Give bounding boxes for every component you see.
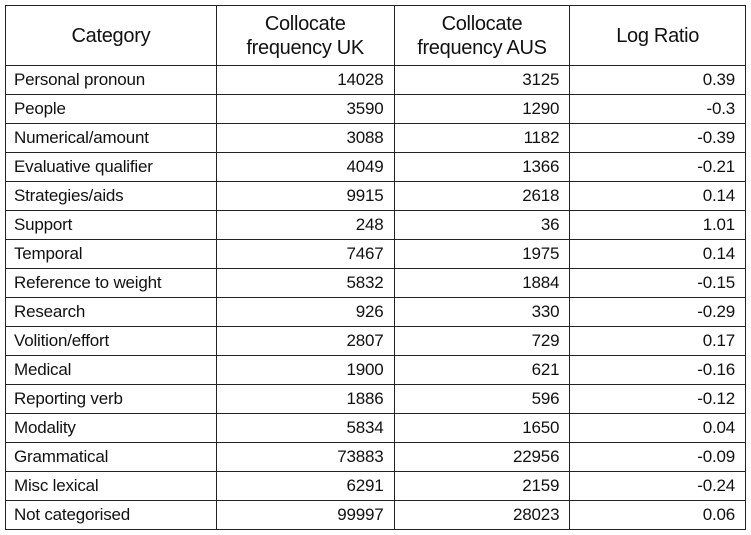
cell-frequency-uk: 5834 xyxy=(215,413,395,443)
table-row: Grammatical 73883 22956 -0.09 xyxy=(5,442,746,472)
cell-frequency-aus: 2618 xyxy=(393,181,571,211)
cell-frequency-uk: 7467 xyxy=(215,239,395,269)
table-row: Evaluative qualifier 4049 1366 -0.21 xyxy=(5,152,746,182)
cell-category: People xyxy=(5,94,217,124)
cell-frequency-uk: 4049 xyxy=(215,152,395,182)
cell-frequency-aus: 1975 xyxy=(393,239,571,269)
table-row: Not categorised 99997 28023 0.06 xyxy=(5,500,746,530)
cell-frequency-uk: 1886 xyxy=(215,384,395,414)
cell-category: Personal pronoun xyxy=(5,65,217,95)
cell-frequency-aus: 596 xyxy=(393,384,571,414)
cell-frequency-aus: 1366 xyxy=(393,152,571,182)
cell-log-ratio: -0.39 xyxy=(569,123,746,153)
table-row: Reference to weight 5832 1884 -0.15 xyxy=(5,268,746,298)
cell-category: Strategies/aids xyxy=(5,181,217,211)
table-row: Medical 1900 621 -0.16 xyxy=(5,355,746,385)
cell-frequency-uk: 73883 xyxy=(215,442,395,472)
cell-category: Medical xyxy=(5,355,217,385)
cell-category: Reference to weight xyxy=(5,268,217,298)
cell-frequency-aus: 1290 xyxy=(393,94,571,124)
header-log-ratio: Log Ratio xyxy=(569,5,746,66)
table-row: Temporal 7467 1975 0.14 xyxy=(5,239,746,269)
cell-frequency-aus: 28023 xyxy=(393,500,571,530)
cell-frequency-uk: 6291 xyxy=(215,471,395,501)
table-row: Numerical/amount 3088 1182 -0.39 xyxy=(5,123,746,153)
cell-log-ratio: -0.21 xyxy=(569,152,746,182)
table-row: Reporting verb 1886 596 -0.12 xyxy=(5,384,746,414)
cell-frequency-uk: 3590 xyxy=(215,94,395,124)
cell-frequency-uk: 3088 xyxy=(215,123,395,153)
cell-category: Grammatical xyxy=(5,442,217,472)
cell-log-ratio: 0.04 xyxy=(569,413,746,443)
collocate-table: Category Collocate frequency UK Collocate fr… xyxy=(5,5,746,530)
table-row: Personal pronoun 14028 3125 0.39 xyxy=(5,65,746,95)
cell-category: Temporal xyxy=(5,239,217,269)
cell-log-ratio: 0.14 xyxy=(569,181,746,211)
cell-category: Numerical/amount xyxy=(5,123,217,153)
cell-frequency-aus: 1884 xyxy=(393,268,571,298)
cell-category: Research xyxy=(5,297,217,327)
table-row: Volition/effort 2807 729 0.17 xyxy=(5,326,746,356)
header-text-line: Category xyxy=(71,24,151,47)
cell-frequency-uk: 14028 xyxy=(215,65,395,95)
cell-log-ratio: 0.06 xyxy=(569,500,746,530)
header-row: Category Collocate frequency UK Collocate fr… xyxy=(5,5,746,66)
cell-category: Modality xyxy=(5,413,217,443)
header-category: Category xyxy=(5,5,217,66)
cell-log-ratio: -0.24 xyxy=(569,471,746,501)
header-text-line: Collocate xyxy=(264,12,346,35)
cell-log-ratio: 0.39 xyxy=(569,65,746,95)
cell-frequency-aus: 1650 xyxy=(393,413,571,443)
cell-frequency-uk: 5832 xyxy=(215,268,395,298)
cell-log-ratio: 0.17 xyxy=(569,326,746,356)
table-row: Modality 5834 1650 0.04 xyxy=(5,413,746,443)
cell-category: Not categorised xyxy=(5,500,217,530)
header-frequency-aus: Collocate frequency AUS xyxy=(393,5,571,66)
table-row: Misc lexical 6291 2159 -0.24 xyxy=(5,471,746,501)
cell-log-ratio: -0.15 xyxy=(569,268,746,298)
cell-category: Support xyxy=(5,210,217,240)
cell-log-ratio: 1.01 xyxy=(569,210,746,240)
header-text-line: Log Ratio xyxy=(616,24,700,47)
cell-frequency-aus: 36 xyxy=(393,210,571,240)
table-row: Support 248 36 1.01 xyxy=(5,210,746,240)
cell-category: Misc lexical xyxy=(5,471,217,501)
cell-log-ratio: -0.29 xyxy=(569,297,746,327)
cell-frequency-uk: 248 xyxy=(215,210,395,240)
cell-category: Reporting verb xyxy=(5,384,217,414)
cell-log-ratio: -0.3 xyxy=(569,94,746,124)
cell-category: Volition/effort xyxy=(5,326,217,356)
cell-category: Evaluative qualifier xyxy=(5,152,217,182)
table-row: People 3590 1290 -0.3 xyxy=(5,94,746,124)
cell-frequency-uk: 9915 xyxy=(215,181,395,211)
table-row: Strategies/aids 9915 2618 0.14 xyxy=(5,181,746,211)
cell-frequency-aus: 621 xyxy=(393,355,571,385)
table-body: Personal pronoun 14028 3125 0.39 People 3590 1… xyxy=(5,65,746,530)
table-row: Research 926 330 -0.29 xyxy=(5,297,746,327)
cell-frequency-aus: 330 xyxy=(393,297,571,327)
cell-frequency-uk: 2807 xyxy=(215,326,395,356)
cell-frequency-uk: 926 xyxy=(215,297,395,327)
header-text-line: frequency UK xyxy=(246,36,364,59)
cell-log-ratio: -0.16 xyxy=(569,355,746,385)
header-frequency-uk: Collocate frequency UK xyxy=(215,5,395,66)
cell-frequency-aus: 1182 xyxy=(393,123,571,153)
cell-frequency-aus: 3125 xyxy=(393,65,571,95)
header-text-line: Collocate xyxy=(441,12,523,35)
cell-log-ratio: -0.09 xyxy=(569,442,746,472)
cell-frequency-aus: 729 xyxy=(393,326,571,356)
header-text-line: frequency AUS xyxy=(417,36,547,59)
cell-frequency-uk: 99997 xyxy=(215,500,395,530)
cell-frequency-aus: 2159 xyxy=(393,471,571,501)
cell-frequency-aus: 22956 xyxy=(393,442,571,472)
cell-log-ratio: -0.12 xyxy=(569,384,746,414)
cell-frequency-uk: 1900 xyxy=(215,355,395,385)
table-header: Category Collocate frequency UK Collocate fr… xyxy=(5,5,746,66)
cell-log-ratio: 0.14 xyxy=(569,239,746,269)
